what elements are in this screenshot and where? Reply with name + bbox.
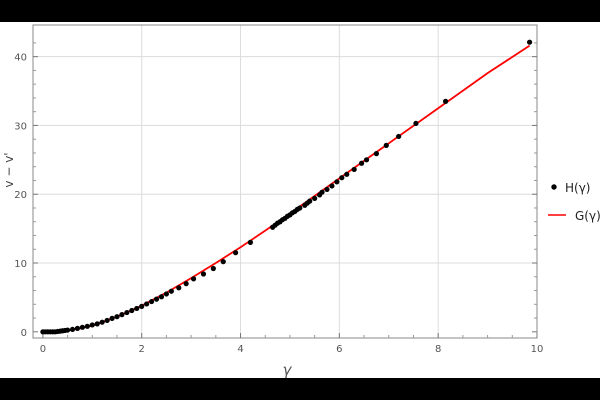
- data-point-h: [119, 312, 125, 318]
- data-point-h: [307, 198, 313, 204]
- data-point-h: [74, 325, 81, 331]
- legend-label-h: H(γ): [565, 181, 591, 195]
- data-point-h: [413, 120, 419, 126]
- data-point-h: [351, 166, 357, 173]
- legend: H(γ) G(γ): [548, 181, 600, 223]
- x-tick-label: 6: [336, 344, 342, 355]
- x-axis-label: γ: [283, 361, 293, 378]
- data-point-h: [442, 98, 449, 104]
- ticks: 0 2 4 6 8 10 0 10 20 30 40: [14, 42, 544, 355]
- y-tick-label: 0: [21, 328, 27, 339]
- data-point-h: [144, 301, 150, 307]
- data-point-h: [247, 239, 254, 245]
- grid: [33, 25, 537, 338]
- x-tick-label: 0: [40, 344, 46, 355]
- data-point-h: [69, 326, 76, 333]
- x-tick-label: 2: [139, 344, 145, 355]
- data-point-h: [339, 175, 345, 181]
- data-point-h: [312, 195, 318, 201]
- data-point-h: [232, 250, 239, 256]
- y-tick-label: 30: [14, 121, 27, 132]
- legend-marker-h: [551, 184, 557, 190]
- data-point-h: [200, 271, 207, 277]
- plot-canvas: 0 2 4 6 8 10 0 10 20 30 40 γ v − v' H(γ) G(γ): [0, 22, 600, 378]
- data-point-h: [64, 327, 71, 333]
- data-point-h: [79, 324, 86, 330]
- data-point-h: [84, 323, 90, 329]
- series-line-g: [42, 44, 531, 334]
- data-point-h: [139, 303, 145, 309]
- data-point-h: [124, 309, 130, 316]
- data-point-h: [168, 288, 174, 294]
- data-point-h: [190, 276, 197, 282]
- data-point-h: [363, 157, 370, 163]
- data-point-h: [329, 183, 335, 189]
- y-tick-label: 10: [14, 259, 27, 270]
- data-point-h: [163, 291, 170, 297]
- chart: 0 2 4 6 8 10 0 10 20 30 40 γ v − v' H(γ) G(γ): [2, 24, 600, 378]
- data-point-h: [183, 281, 189, 287]
- y-tick-label: 20: [14, 190, 27, 201]
- data-point-h: [297, 205, 303, 211]
- data-point-h: [153, 296, 160, 302]
- data-point-h: [94, 321, 100, 327]
- data-point-h: [383, 142, 389, 148]
- data-point-h: [114, 314, 120, 320]
- data-point-h: [358, 160, 365, 166]
- data-point-h: [396, 133, 402, 140]
- data-point-h: [344, 171, 350, 177]
- data-point-h: [134, 305, 140, 312]
- data-point-h: [324, 186, 330, 193]
- x-tick-label: 4: [237, 344, 243, 355]
- data-point-h: [319, 189, 325, 195]
- data-point-h: [158, 294, 165, 300]
- data-point-h: [220, 259, 226, 265]
- data-point-h: [99, 319, 105, 325]
- data-point-h: [104, 317, 110, 324]
- data-point-h: [129, 307, 135, 314]
- plot-frame: [32, 24, 538, 339]
- legend-label-g: G(γ): [575, 209, 600, 223]
- x-tick-label: 8: [435, 344, 441, 355]
- data-point-h: [109, 315, 115, 321]
- data-point-h: [210, 265, 216, 272]
- data-point-h: [373, 151, 380, 157]
- data-point-h: [148, 298, 155, 305]
- data-point-h: [89, 322, 95, 328]
- y-axis-label: v − v': [2, 152, 16, 187]
- data-point-h: [176, 285, 182, 291]
- data-point-h: [526, 39, 533, 45]
- frame: [32, 24, 538, 339]
- x-tick-label: 10: [531, 344, 544, 355]
- series: [40, 39, 533, 335]
- y-tick-label: 40: [14, 53, 27, 64]
- data-point-h: [334, 179, 340, 185]
